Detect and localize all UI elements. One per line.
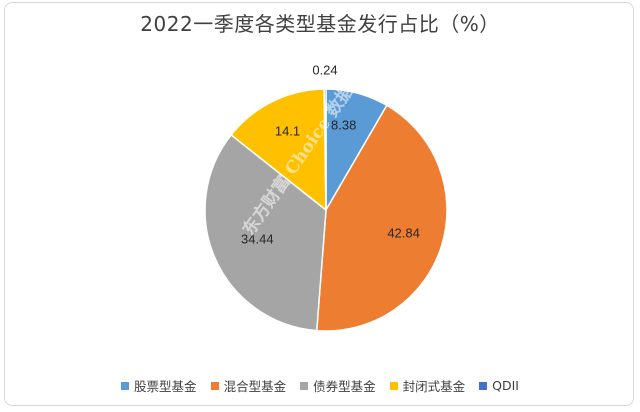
legend-item-qdii: QDII — [479, 376, 519, 395]
legend: 股票型基金 混合型基金 债券型基金 封闭式基金 QDII — [0, 376, 640, 395]
legend-item-hybrid: 混合型基金 — [210, 376, 287, 395]
legend-swatch — [479, 381, 488, 390]
legend-item-closed-end: 封闭式基金 — [389, 376, 466, 395]
chart-title: 2022一季度各类型基金发行占比（%） — [140, 12, 500, 36]
legend-item-stock: 股票型基金 — [121, 376, 197, 395]
legend-label: 债券型基金 — [313, 379, 376, 394]
legend-swatch — [300, 381, 309, 390]
data-label-closed-end: 14.1 — [275, 123, 300, 138]
pie-slice-hybrid — [315, 104, 448, 332]
legend-item-bond: 债券型基金 — [300, 376, 376, 395]
legend-label: 股票型基金 — [134, 379, 197, 394]
legend-swatch — [389, 381, 398, 390]
pie-labels: 8.38 42.84 34.44 14.1 0.24 — [241, 63, 420, 247]
data-label-stock: 8.38 — [331, 117, 356, 132]
data-label-qdii: 0.24 — [312, 63, 337, 78]
legend-label: 封闭式基金 — [402, 379, 466, 394]
legend-label: QDII — [492, 378, 519, 393]
legend-swatch — [210, 381, 219, 390]
data-label-hybrid: 42.84 — [387, 226, 420, 241]
legend-label: 混合型基金 — [223, 379, 287, 394]
data-label-bond: 34.44 — [241, 232, 274, 247]
pie-slice-qdii — [323, 88, 327, 211]
pie-slice-bond — [204, 133, 327, 332]
legend-swatch — [121, 381, 130, 390]
pie-chart: 8.38 42.84 34.44 14.1 0.24 — [204, 63, 448, 332]
pie-slice-closed-end — [230, 88, 327, 212]
pie-slices — [204, 88, 448, 332]
